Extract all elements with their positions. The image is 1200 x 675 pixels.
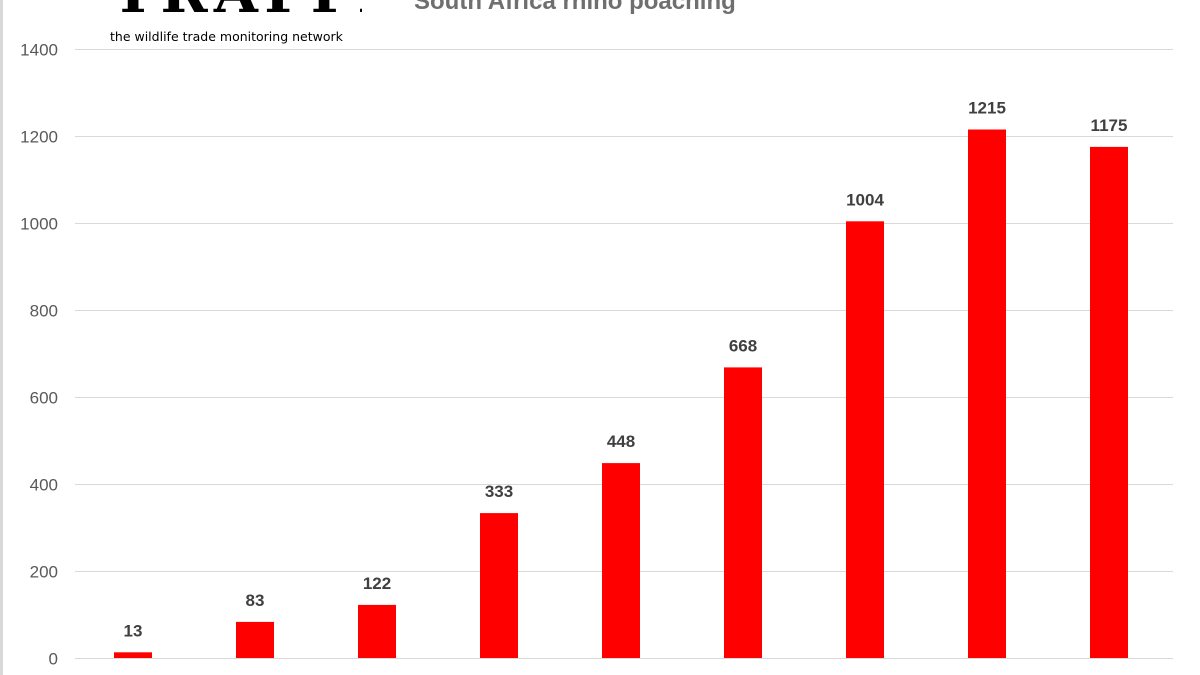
- y-tick-label: 800: [30, 302, 58, 321]
- data-label: 83: [246, 591, 265, 610]
- bar: [1090, 146, 1128, 658]
- y-tick-label: 200: [30, 563, 58, 582]
- bar: [358, 604, 396, 658]
- bars: [114, 129, 1128, 659]
- frame-border: [0, 0, 3, 675]
- logo-tagline: the wildlife trade monitoring network: [110, 29, 343, 44]
- chart-title: South Africa rhino poaching: [414, 0, 736, 15]
- y-tick-label: 1200: [20, 128, 58, 147]
- bar: [114, 652, 152, 658]
- data-label: 333: [485, 482, 513, 501]
- bar: [602, 463, 640, 658]
- data-label: 668: [729, 336, 757, 355]
- y-tick-label: 1400: [20, 41, 58, 60]
- bar: [846, 221, 884, 659]
- y-tick-label: 600: [30, 389, 58, 408]
- data-label: 13: [124, 621, 143, 640]
- bar: [236, 621, 274, 658]
- y-tick-label: 1000: [20, 215, 58, 234]
- data-label: 1004: [846, 190, 884, 209]
- bar: [968, 129, 1006, 658]
- y-axis-tick-labels: 0 200 400 600 800 1000 1200 1400: [20, 41, 58, 669]
- data-label: 1175: [1091, 116, 1128, 135]
- data-label: 448: [607, 432, 635, 451]
- logo-wordmark: TRAFFIC: [112, 0, 362, 20]
- y-tick-label: 0: [49, 650, 58, 669]
- data-label: 122: [363, 574, 391, 593]
- data-labels: 13 83 122 333 448 668 1004 1215 1175: [124, 99, 1128, 641]
- y-tick-label: 400: [30, 476, 58, 495]
- traffic-logo: TRAFFIC ® the wildlife trade monitoring …: [108, 0, 362, 48]
- bar: [724, 367, 762, 658]
- data-label: 1215: [968, 99, 1006, 118]
- bar: [480, 513, 518, 658]
